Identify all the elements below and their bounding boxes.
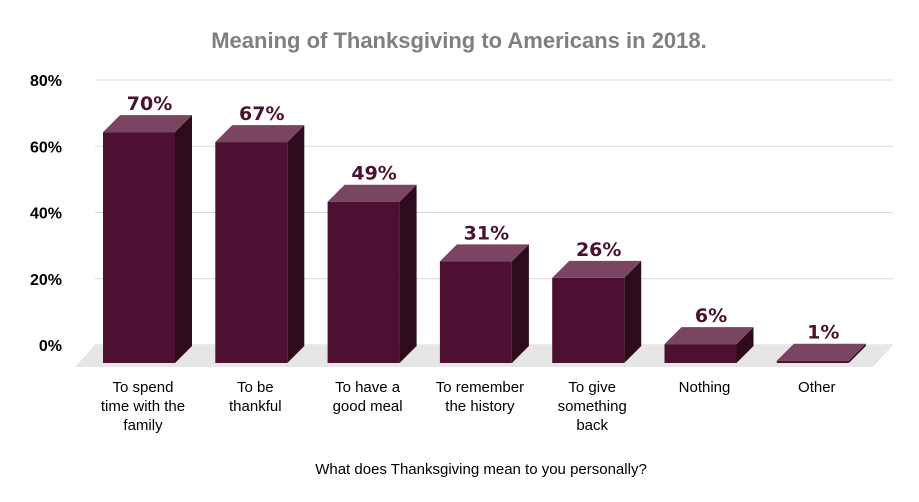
x-tick-label: To spend time with the family — [101, 379, 185, 434]
data-label: 49% — [351, 163, 396, 185]
bar — [327, 184, 417, 363]
bar-front — [776, 360, 849, 363]
data-label: 67% — [239, 103, 284, 125]
bar-side — [399, 184, 417, 363]
bar — [215, 125, 305, 363]
bar-front — [439, 261, 512, 363]
bar-side — [848, 343, 866, 363]
bar-top — [776, 343, 866, 361]
data-label: 26% — [576, 239, 621, 261]
bar — [103, 115, 192, 363]
y-tick-label: 40% — [30, 206, 62, 223]
bar-top — [439, 244, 529, 262]
bar-top — [552, 260, 642, 278]
data-label: 6% — [695, 305, 727, 327]
y-tick-label: 80% — [30, 73, 62, 90]
bars — [103, 115, 866, 363]
x-tick-label: Other — [798, 379, 836, 396]
bar-side — [287, 125, 305, 363]
bar-side — [624, 260, 642, 363]
bar-front — [103, 132, 175, 363]
y-axis-ticks: 0% 20% 40% 60% 80% — [30, 73, 62, 355]
bar-top — [103, 115, 192, 133]
bar-top — [664, 327, 754, 345]
bar-front — [215, 142, 288, 363]
x-tick-label: To have a good meal — [333, 379, 403, 415]
bar-front — [327, 201, 400, 363]
x-tick-label: Nothing — [679, 379, 731, 396]
x-tick-label: To remember the history — [436, 379, 524, 415]
bar — [552, 260, 642, 363]
bar — [776, 343, 866, 363]
chart-title: Meaning of Thanksgiving to Americans in … — [211, 28, 707, 53]
bar-top — [215, 125, 305, 143]
bar — [664, 327, 754, 363]
bar-top — [327, 184, 417, 202]
bar-side — [511, 244, 529, 363]
x-axis-ticks: To spend time with the family To be thankful… — [101, 379, 836, 434]
bar-front — [664, 344, 737, 363]
y-tick-label: 0% — [39, 338, 62, 355]
data-labels: 70% 67% 49% 31% 26% 6% 1% — [127, 93, 840, 344]
bar-front — [552, 277, 625, 363]
x-tick-label: To give something back — [558, 379, 627, 434]
data-label: 31% — [464, 222, 509, 244]
y-tick-label: 20% — [30, 272, 62, 289]
x-tick-label: To be thankful — [229, 379, 282, 415]
bar-side — [175, 115, 192, 363]
data-label: 1% — [807, 322, 839, 344]
data-label: 70% — [127, 93, 172, 115]
y-tick-label: 60% — [30, 139, 62, 156]
bar — [439, 244, 529, 363]
bar-side — [736, 327, 754, 363]
x-axis-label: What does Thanksgiving mean to you perso… — [315, 461, 647, 478]
